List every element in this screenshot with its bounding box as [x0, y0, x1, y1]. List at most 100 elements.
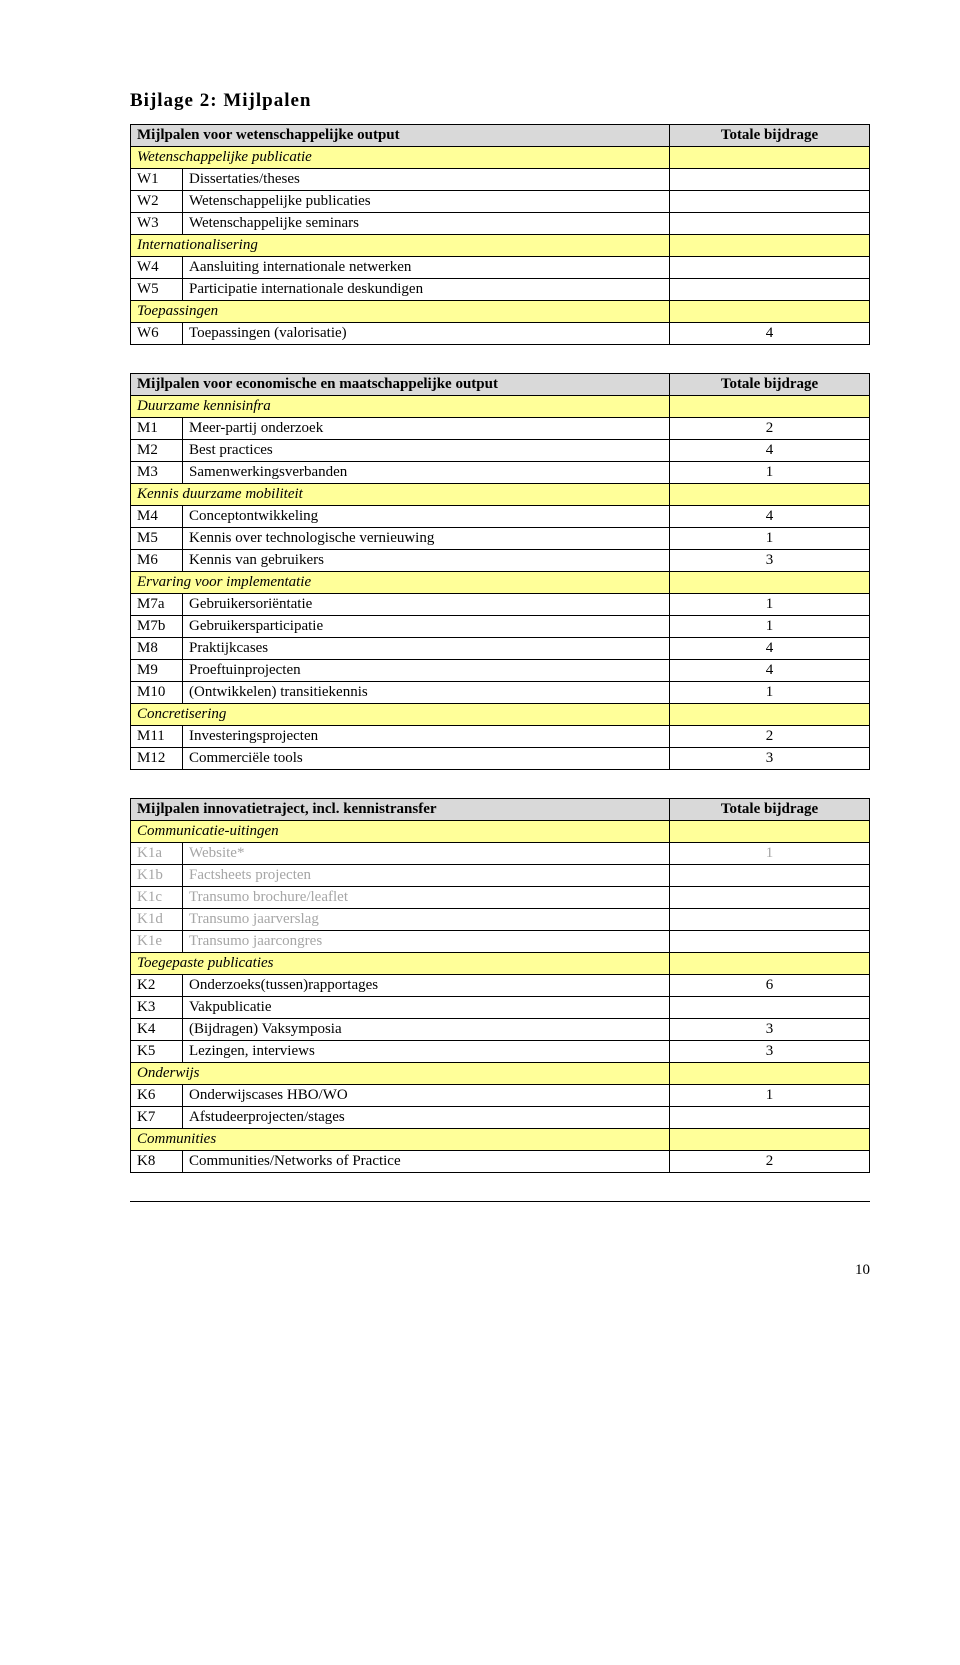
- row-value: 3: [670, 748, 870, 770]
- table-header-title: Mijlpalen voor economische en maatschapp…: [131, 374, 670, 396]
- row-value: [670, 909, 870, 931]
- table-row: K6Onderwijscases HBO/WO1: [131, 1085, 870, 1107]
- section-value-cell: [670, 953, 870, 975]
- section-label: Toepassingen: [131, 301, 670, 323]
- row-label: Gebruikersoriëntatie: [183, 594, 670, 616]
- row-value: [670, 213, 870, 235]
- row-label: Meer-partij onderzoek: [183, 418, 670, 440]
- row-value: [670, 191, 870, 213]
- row-value: 4: [670, 660, 870, 682]
- row-label: Website*: [183, 843, 670, 865]
- row-value: 3: [670, 1041, 870, 1063]
- row-code: M6: [131, 550, 183, 572]
- row-code: K1c: [131, 887, 183, 909]
- row-code: M12: [131, 748, 183, 770]
- table-row: M7bGebruikersparticipatie1: [131, 616, 870, 638]
- row-label: Transumo jaarcongres: [183, 931, 670, 953]
- page-number: 10: [130, 1262, 870, 1279]
- row-code: W3: [131, 213, 183, 235]
- row-label: Wetenschappelijke seminars: [183, 213, 670, 235]
- row-value: 4: [670, 440, 870, 462]
- row-code: W1: [131, 169, 183, 191]
- row-code: K4: [131, 1019, 183, 1041]
- table-row: M2Best practices4: [131, 440, 870, 462]
- section-value-cell: [670, 704, 870, 726]
- row-code: K1a: [131, 843, 183, 865]
- row-value: 2: [670, 418, 870, 440]
- row-label: Transumo brochure/leaflet: [183, 887, 670, 909]
- table-row: K3Vakpublicatie: [131, 997, 870, 1019]
- row-code: M9: [131, 660, 183, 682]
- row-value: 2: [670, 1151, 870, 1173]
- section-label: Wetenschappelijke publicatie: [131, 147, 670, 169]
- table-row: W4Aansluiting internationale netwerken: [131, 257, 870, 279]
- table-header-col2: Totale bijdrage: [670, 799, 870, 821]
- row-value: [670, 997, 870, 1019]
- row-code: K1b: [131, 865, 183, 887]
- row-value: 2: [670, 726, 870, 748]
- row-code: M10: [131, 682, 183, 704]
- section-value-cell: [670, 484, 870, 506]
- section-value-cell: [670, 1129, 870, 1151]
- row-label: Commerciële tools: [183, 748, 670, 770]
- row-code: W5: [131, 279, 183, 301]
- table-row: M12Commerciële tools3: [131, 748, 870, 770]
- row-code: M5: [131, 528, 183, 550]
- section-value-cell: [670, 396, 870, 418]
- row-value: 1: [670, 843, 870, 865]
- table-row: M4Conceptontwikkeling4: [131, 506, 870, 528]
- row-label: Participatie internationale deskundigen: [183, 279, 670, 301]
- row-code: K3: [131, 997, 183, 1019]
- table-row: K8Communities/Networks of Practice2: [131, 1151, 870, 1173]
- section-value-cell: [670, 572, 870, 594]
- row-code: K1d: [131, 909, 183, 931]
- table-row: K1dTransumo jaarverslag: [131, 909, 870, 931]
- table-header-col2: Totale bijdrage: [670, 125, 870, 147]
- table-row: K5Lezingen, interviews3: [131, 1041, 870, 1063]
- table-header-title: Mijlpalen voor wetenschappelijke output: [131, 125, 670, 147]
- row-value: [670, 279, 870, 301]
- row-value: 1: [670, 1085, 870, 1107]
- row-label: (Ontwikkelen) transitiekennis: [183, 682, 670, 704]
- section-label: Internationalisering: [131, 235, 670, 257]
- row-code: W4: [131, 257, 183, 279]
- row-label: Kennis over technologische vernieuwing: [183, 528, 670, 550]
- row-value: 1: [670, 462, 870, 484]
- row-value: [670, 887, 870, 909]
- row-code: W2: [131, 191, 183, 213]
- section-value-cell: [670, 147, 870, 169]
- row-label: Proeftuinprojecten: [183, 660, 670, 682]
- row-code: M3: [131, 462, 183, 484]
- row-code: M1: [131, 418, 183, 440]
- table-row: K1cTransumo brochure/leaflet: [131, 887, 870, 909]
- table-economic-output: Mijlpalen voor economische en maatschapp…: [130, 373, 870, 770]
- footer-rule: [130, 1201, 870, 1202]
- row-label: Aansluiting internationale netwerken: [183, 257, 670, 279]
- table-scientific-output: Mijlpalen voor wetenschappelijke outputT…: [130, 124, 870, 345]
- row-value: 1: [670, 616, 870, 638]
- row-label: Wetenschappelijke publicaties: [183, 191, 670, 213]
- row-label: Gebruikersparticipatie: [183, 616, 670, 638]
- table-row: M7aGebruikersoriëntatie1: [131, 594, 870, 616]
- row-code: K1e: [131, 931, 183, 953]
- table-row: K7Afstudeerprojecten/stages: [131, 1107, 870, 1129]
- table-header-title: Mijlpalen innovatietraject, incl. kennis…: [131, 799, 670, 821]
- table-row: M9Proeftuinprojecten4: [131, 660, 870, 682]
- row-label: Afstudeerprojecten/stages: [183, 1107, 670, 1129]
- row-code: M7b: [131, 616, 183, 638]
- table-row: K4(Bijdragen) Vaksymposia3: [131, 1019, 870, 1041]
- section-label: Kennis duurzame mobiliteit: [131, 484, 670, 506]
- table-row: M11Investeringsprojecten2: [131, 726, 870, 748]
- row-value: [670, 1107, 870, 1129]
- row-code: M11: [131, 726, 183, 748]
- row-code: M8: [131, 638, 183, 660]
- table-row: K1aWebsite*1: [131, 843, 870, 865]
- row-label: Praktijkcases: [183, 638, 670, 660]
- row-value: 1: [670, 528, 870, 550]
- table-header-col2: Totale bijdrage: [670, 374, 870, 396]
- row-value: 3: [670, 1019, 870, 1041]
- row-label: Kennis van gebruikers: [183, 550, 670, 572]
- row-value: 4: [670, 506, 870, 528]
- row-value: [670, 169, 870, 191]
- row-value: [670, 257, 870, 279]
